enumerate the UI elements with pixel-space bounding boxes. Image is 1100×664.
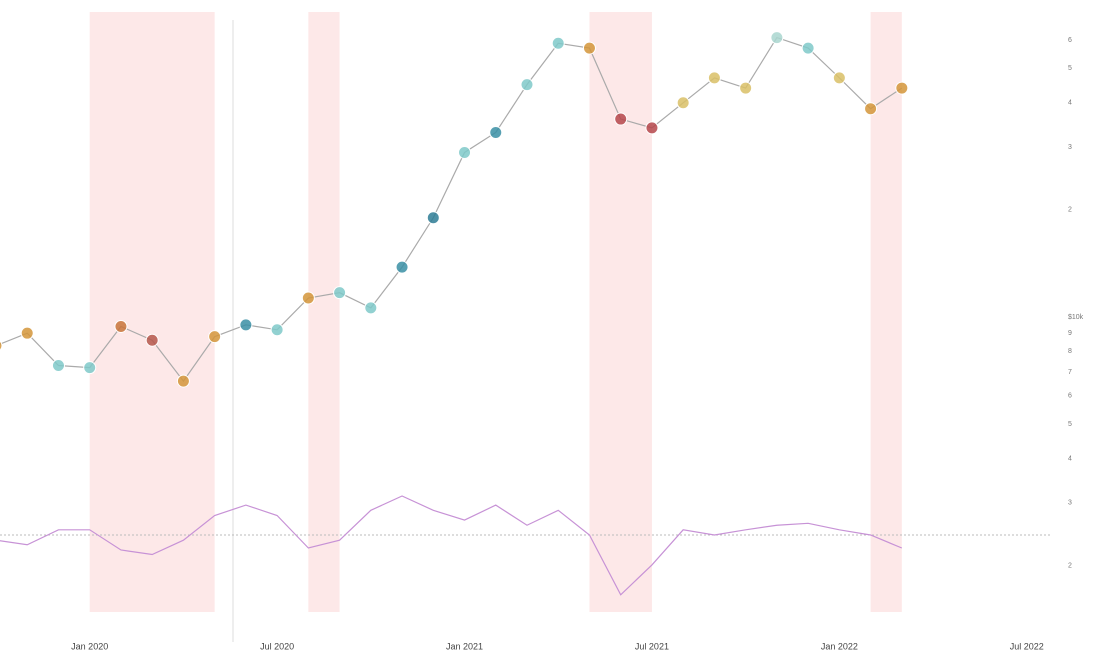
price-dot (395, 260, 409, 274)
price-dot (520, 78, 534, 92)
x-tick-label: Jul 2022 (1010, 641, 1044, 651)
y-tick-label: 6 (1068, 37, 1072, 44)
shaded-range (870, 12, 902, 612)
price-dot (208, 330, 222, 344)
y-tick-label: 3 (1068, 144, 1072, 151)
price-dot (707, 71, 721, 85)
price-dot (614, 112, 628, 126)
price-dot (114, 319, 128, 333)
y-tick-label: 2 (1068, 562, 1072, 569)
x-tick-label: Jul 2020 (260, 641, 294, 651)
price-dot (895, 81, 909, 95)
y-tick-label: 6 (1068, 393, 1072, 400)
price-dot (645, 121, 659, 135)
y-tick-label: 5 (1068, 421, 1072, 428)
price-dot (770, 31, 784, 45)
price-dot (582, 41, 596, 55)
price-dot (301, 291, 315, 305)
x-tick-label: Jul 2021 (635, 641, 669, 651)
y-tick-label: 7 (1068, 369, 1072, 376)
y-tick-label: 2 (1068, 207, 1072, 214)
price-dot (458, 145, 472, 159)
price-dot (145, 333, 159, 347)
price-dot (801, 41, 815, 55)
shaded-range (308, 12, 340, 612)
x-tick-label: Jan 2020 (71, 641, 108, 651)
price-dot (676, 96, 690, 110)
price-dot (270, 323, 284, 337)
price-dot (739, 81, 753, 95)
price-dot (333, 286, 347, 300)
oscillator-line (0, 495, 903, 596)
price-dot (364, 301, 378, 315)
price-dot (489, 125, 503, 139)
y-tick-label: 8 (1068, 348, 1072, 355)
y-tick-label: 9 (1068, 330, 1072, 337)
price-dot (239, 318, 253, 332)
shaded-range (89, 12, 215, 612)
price-dot (426, 211, 440, 225)
y-tick-label: 4 (1068, 100, 1072, 107)
price-dot (20, 326, 34, 340)
y-tick-label: $10k (1068, 314, 1084, 321)
price-dot (0, 340, 3, 351)
price-dot (51, 359, 65, 373)
price-dot (176, 374, 190, 388)
price-dot (551, 36, 565, 50)
shaded-range (589, 12, 652, 612)
x-tick-label: Jan 2021 (446, 641, 483, 651)
price-dot (832, 71, 846, 85)
price-dot (864, 102, 878, 116)
y-tick-label: 4 (1068, 455, 1072, 462)
y-tick-label: 5 (1068, 65, 1072, 72)
y-tick-label: 3 (1068, 500, 1072, 507)
price-dot (83, 361, 97, 375)
x-tick-label: Jan 2022 (821, 641, 858, 651)
